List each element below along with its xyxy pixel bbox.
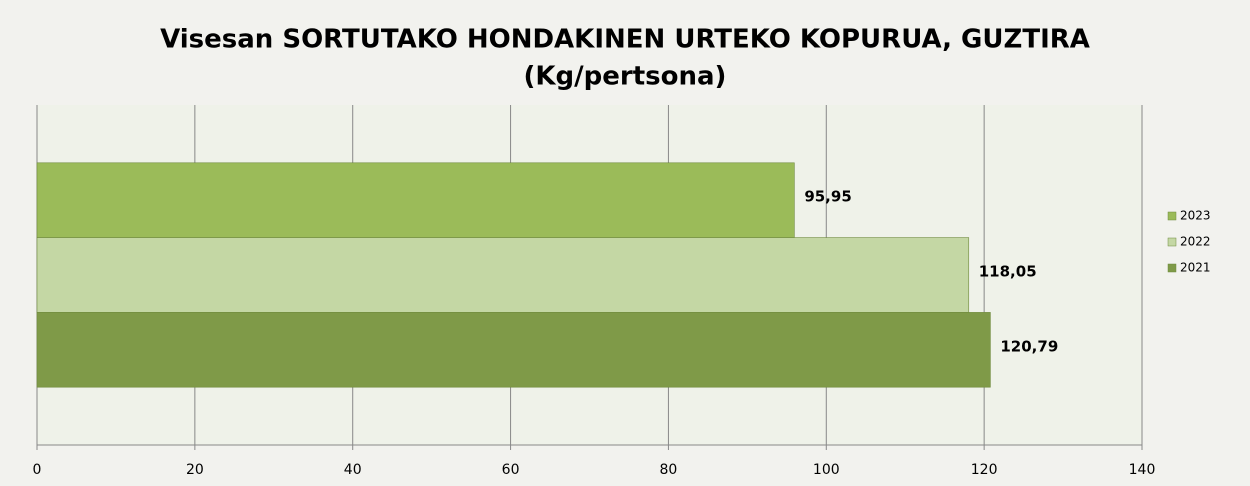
value-label: 118,05 xyxy=(979,263,1037,281)
bar xyxy=(36,162,795,238)
legend-swatch xyxy=(1167,237,1177,247)
x-tick-label: 120 xyxy=(971,462,998,478)
x-tick-label: 80 xyxy=(660,462,678,478)
legend-swatch xyxy=(1167,211,1177,221)
x-tick-label: 40 xyxy=(344,462,362,478)
bar xyxy=(36,237,970,313)
x-tick-label: 60 xyxy=(502,462,520,478)
chart-title: Visesan SORTUTAKO HONDAKINEN URTEKO KOPU… xyxy=(160,25,1090,55)
legend-label: 2023 xyxy=(1180,209,1211,223)
x-tick-label: 100 xyxy=(813,462,840,478)
x-tick-label: 140 xyxy=(1129,462,1156,478)
chart-title: (Kg/pertsona) xyxy=(524,62,727,92)
legend-label: 2022 xyxy=(1180,235,1211,249)
value-label: 95,95 xyxy=(804,188,851,206)
legend-swatch xyxy=(1167,263,1177,273)
bar xyxy=(36,312,991,388)
legend-label: 2021 xyxy=(1180,261,1211,275)
x-tick-label: 20 xyxy=(186,462,204,478)
value-label: 120,79 xyxy=(1000,337,1058,355)
x-tick-label: 0 xyxy=(33,462,42,478)
